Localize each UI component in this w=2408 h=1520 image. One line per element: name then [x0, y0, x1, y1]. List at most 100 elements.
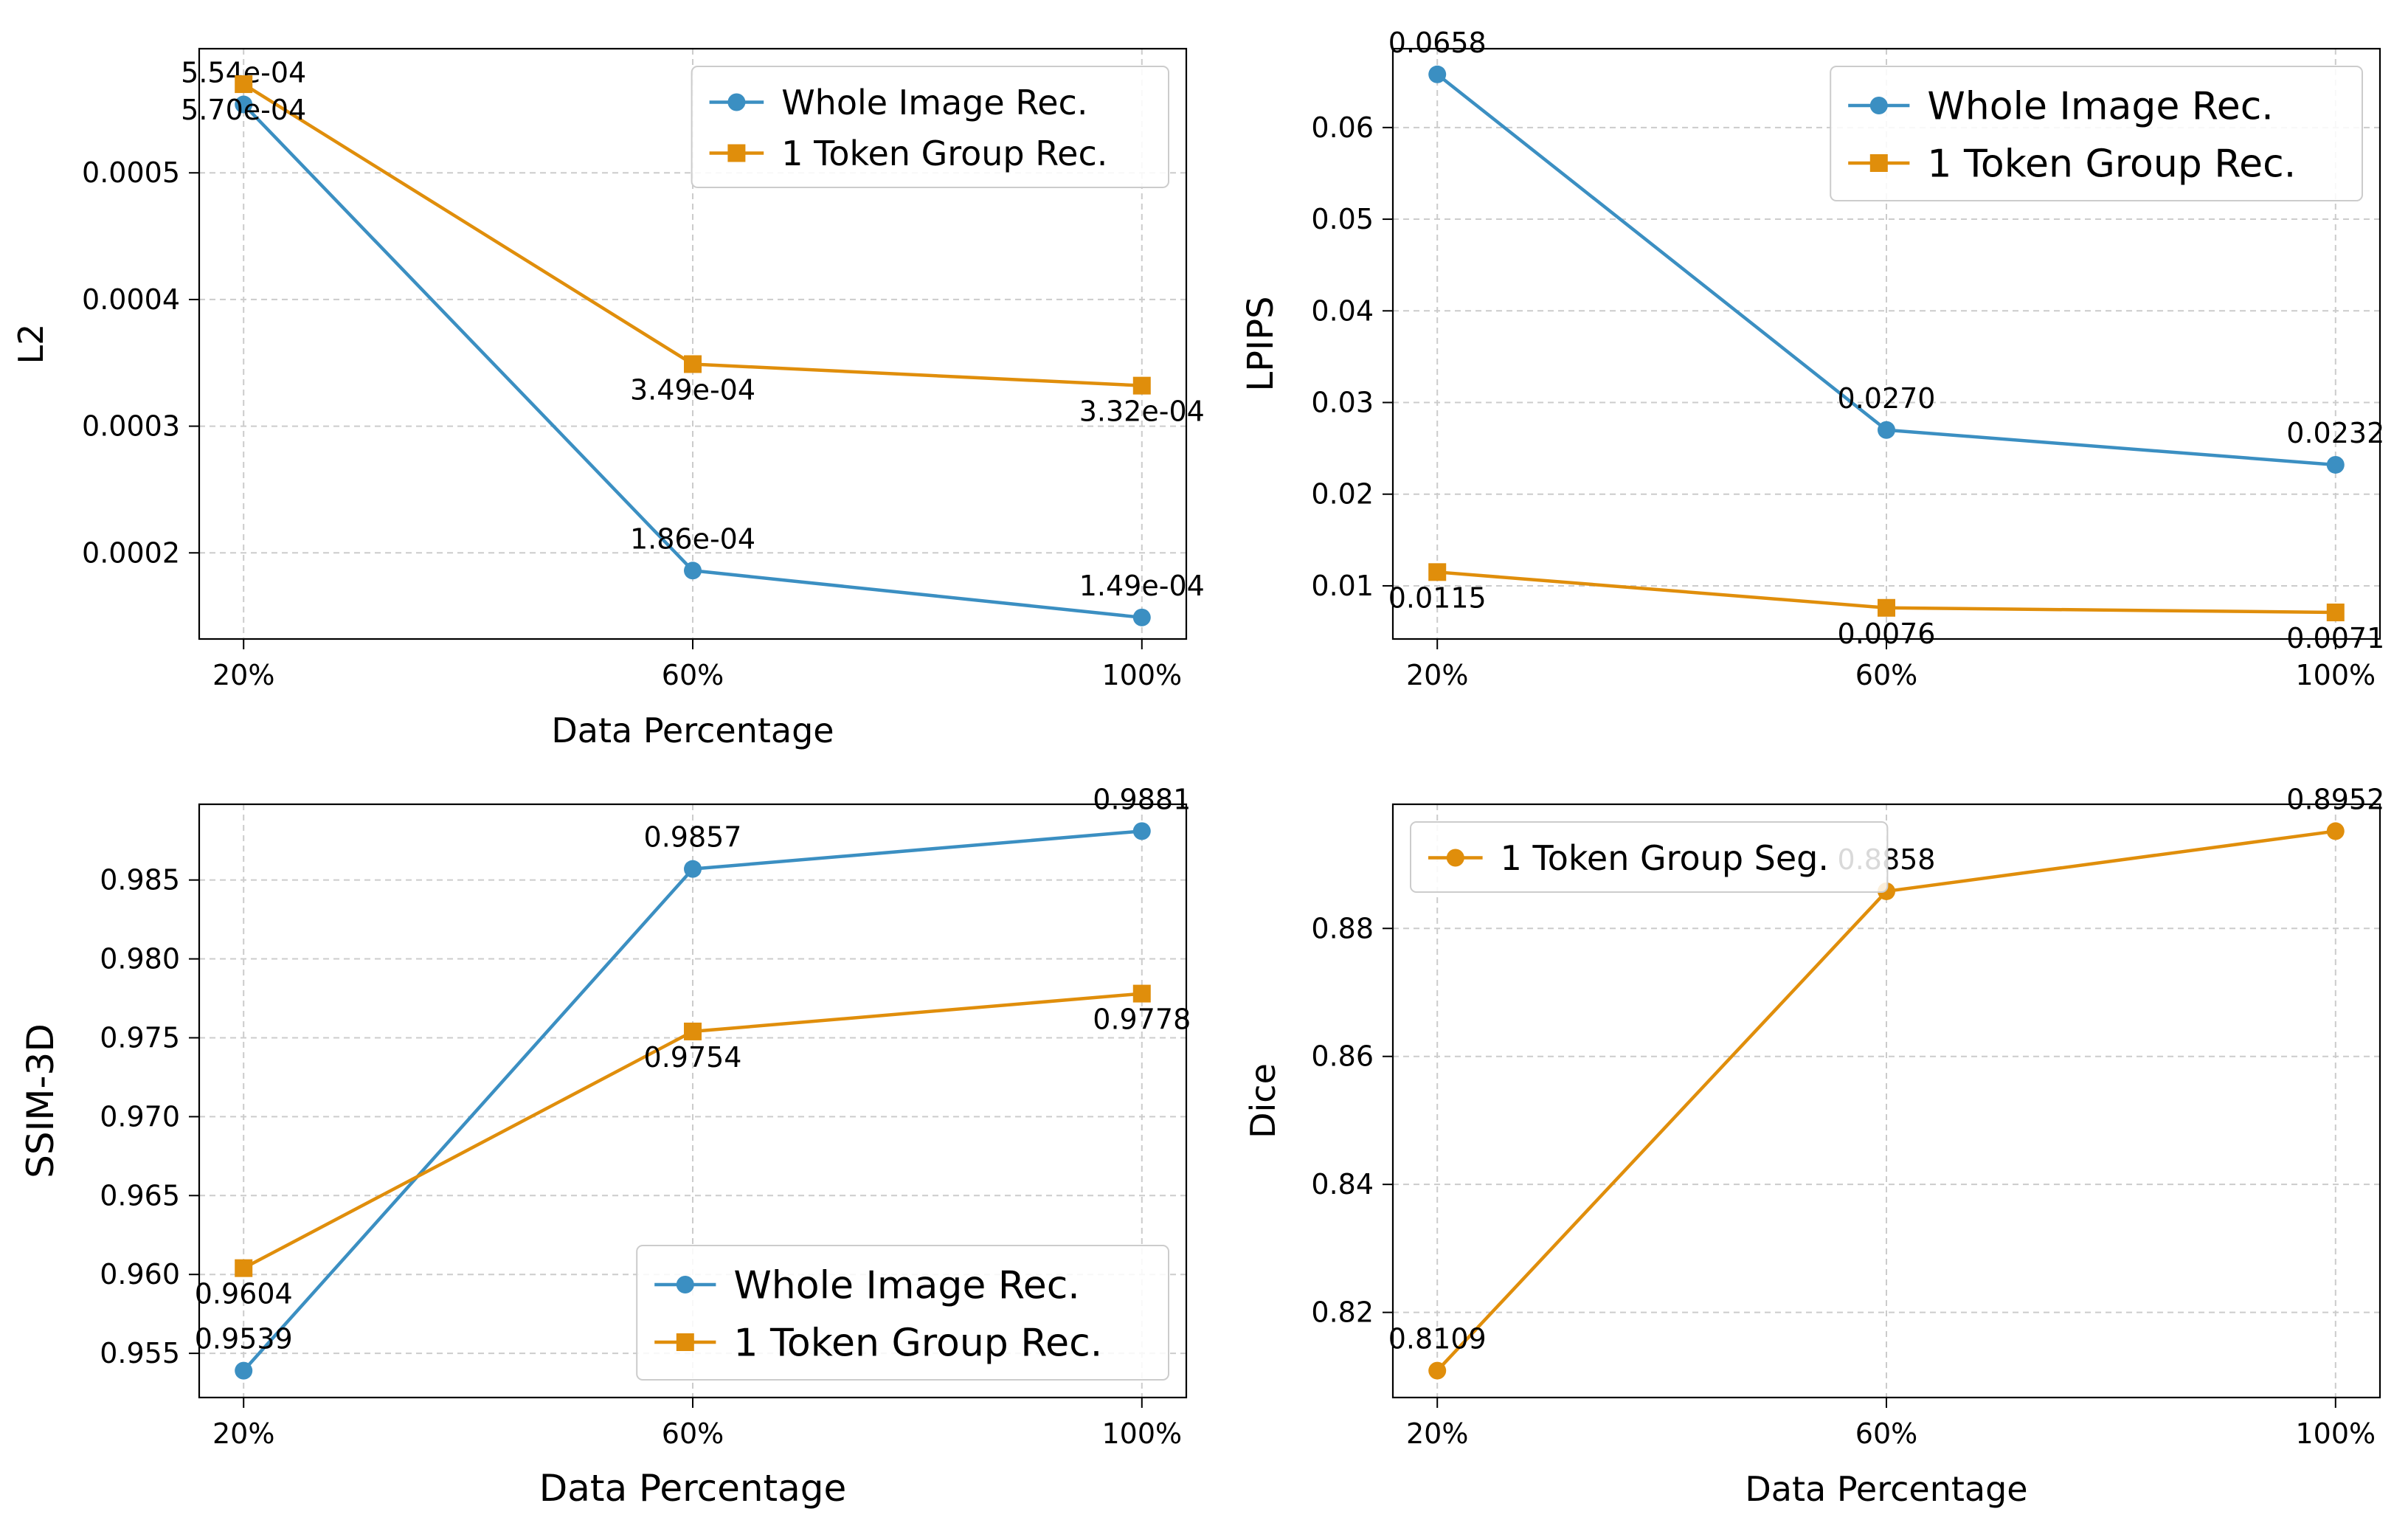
- l2-x-tick-label-1: 60%: [662, 659, 724, 691]
- ssim-y-tick-label-2: 0.965: [100, 1179, 180, 1212]
- l2-legend-label-1: 1 Token Group Rec.: [781, 134, 1107, 173]
- ssim-y-tick-label-1: 0.960: [100, 1258, 180, 1291]
- dice-point-0-2: [2326, 822, 2345, 840]
- l2-y-tick-label-1: 0.0003: [82, 410, 180, 443]
- l2-legend-marker-1: [727, 144, 746, 162]
- lpips-y-tick-label-0: 0.01: [1311, 570, 1374, 602]
- ssim-point-1-0: [235, 1259, 253, 1277]
- ssim-point-1-1: [684, 1022, 702, 1040]
- l2-point-1-0: [235, 75, 253, 94]
- dice-y-tick-label-0: 0.82: [1311, 1296, 1374, 1329]
- ssim-point-0-2: [1132, 822, 1151, 840]
- lpips-x-tick-label-1: 60%: [1855, 659, 1917, 691]
- lpips-data-label-0-2: 0.0232: [2286, 417, 2384, 449]
- dice-legend-box: [1410, 821, 1889, 893]
- lpips-point-1-0: [1428, 563, 1447, 581]
- lpips-data-label-0-0: 0.0658: [1388, 27, 1487, 59]
- ssim-point-0-1: [684, 860, 702, 878]
- ssim-y-axis-label: SSIM-3D: [19, 1023, 62, 1178]
- dice-data-label-0-2: 0.8952: [2286, 783, 2384, 815]
- ssim-x-tick-label-2: 100%: [1101, 1417, 1182, 1450]
- lpips-x-tick-label-2: 100%: [2295, 659, 2376, 691]
- ssim-panel: Data Percentage SSIM-3D 0.9539 0.9857 0.98…: [19, 783, 1191, 1510]
- ssim-y-tick-label-0: 0.955: [100, 1337, 180, 1369]
- dice-point-0-0: [1428, 1361, 1447, 1380]
- ssim-y-tick-label-5: 0.980: [100, 943, 180, 975]
- ssim-x-tick-label-1: 60%: [662, 1417, 724, 1450]
- ssim-legend-marker-0: [676, 1276, 694, 1293]
- lpips-point-1-1: [1878, 598, 1895, 617]
- lpips-x-tick-label-0: 20%: [1406, 659, 1468, 691]
- ssim-y-tick-label-3: 0.970: [100, 1100, 180, 1133]
- ssim-data-label-1-0: 0.9604: [195, 1278, 293, 1310]
- dice-y-axis-label: Dice: [1243, 1063, 1283, 1139]
- l2-x-axis-label: Data Percentage: [551, 711, 834, 750]
- ssim-data-label-1-1: 0.9754: [644, 1041, 742, 1074]
- lpips-legend-label-1: 1 Token Group Rec.: [1927, 142, 2296, 187]
- ssim-data-label-0-2: 0.9881: [1093, 783, 1191, 815]
- lpips-legend: Whole Image Rec. 1 Token Group Rec.: [1830, 66, 2363, 201]
- ssim-data-label-1-2: 0.9778: [1093, 1003, 1191, 1036]
- dice-legend-label-0: 1 Token Group Seg.: [1501, 838, 1829, 878]
- l2-y-axis-label: L2: [11, 324, 51, 365]
- l2-point-0-2: [1132, 608, 1151, 626]
- ssim-legend-label-1: 1 Token Group Rec.: [733, 1322, 1102, 1366]
- lpips-point-1-2: [2326, 603, 2345, 621]
- lpips-point-0-0: [1428, 65, 1447, 83]
- ssim-x-tick-label-0: 20%: [212, 1417, 274, 1450]
- l2-point-1-2: [1132, 376, 1151, 395]
- ssim-data-label-0-0: 0.9539: [195, 1323, 293, 1355]
- lpips-legend-marker-0: [1869, 97, 1888, 114]
- ssim-legend-box: [636, 1245, 1169, 1381]
- dice-x-tick-label-1: 60%: [1855, 1417, 1917, 1450]
- lpips-y-tick-label-5: 0.06: [1311, 111, 1374, 144]
- l2-panel: Data Percentage L2 5.54e-041.86e-041.49e…: [11, 47, 1205, 750]
- l2-legend-marker-0: [727, 93, 746, 111]
- ssim-legend: Whole Image Rec. 1 Token Group Rec.: [636, 1245, 1169, 1381]
- lpips-legend-label-0: Whole Image Rec.: [1927, 85, 2273, 129]
- lpips-legend-marker-1: [1869, 154, 1888, 172]
- dice-data-label-0-0: 0.8109: [1388, 1323, 1487, 1355]
- l2-y-tick-label-3: 0.0005: [82, 156, 180, 189]
- l2-x-tick-label-2: 100%: [1101, 659, 1182, 691]
- l2-point-1-1: [684, 355, 702, 373]
- ssim-data-label-0-1: 0.9857: [644, 821, 742, 854]
- l2-x-tick-label-0: 20%: [212, 659, 274, 691]
- l2-y-tick-label-2: 0.0004: [82, 283, 180, 316]
- l2-data-label-0-1: 1.86e-04: [630, 522, 755, 555]
- ssim-y-tick-label-6: 0.985: [100, 864, 180, 897]
- dice-x-axis-label: Data Percentage: [1745, 1469, 2027, 1509]
- lpips-y-tick-label-1: 0.02: [1311, 478, 1374, 511]
- l2-point-0-1: [684, 562, 702, 580]
- lpips-point-0-1: [1878, 421, 1895, 439]
- dice-y-tick-label-1: 0.84: [1311, 1168, 1374, 1201]
- l2-data-label-0-2: 1.49e-04: [1079, 570, 1205, 602]
- ssim-point-0-0: [235, 1361, 253, 1380]
- dice-x-tick-label-2: 100%: [2295, 1417, 2376, 1450]
- ssim-y-tick-label-4: 0.975: [100, 1021, 180, 1054]
- lpips-y-axis-label: LPIPS: [1240, 296, 1281, 391]
- l2-legend-box: [691, 66, 1169, 188]
- l2-point-0-0: [235, 95, 253, 114]
- ssim-x-axis-label: Data Percentage: [539, 1467, 847, 1510]
- l2-data-label-1-0: 5.70e-04: [181, 94, 306, 126]
- ssim-legend-label-0: Whole Image Rec.: [733, 1264, 1079, 1308]
- lpips-data-label-1-0: 0.0115: [1388, 581, 1487, 614]
- ssim-legend-marker-1: [676, 1333, 694, 1351]
- dice-y-tick-label-3: 0.88: [1311, 912, 1374, 944]
- lpips-y-tick-label-2: 0.03: [1311, 387, 1374, 419]
- lpips-y-tick-label-3: 0.04: [1311, 294, 1374, 327]
- lpips-data-label-0-1: 0.0270: [1838, 382, 1936, 415]
- ssim-point-1-2: [1132, 984, 1151, 1003]
- l2-data-label-1-2: 3.32e-04: [1079, 395, 1205, 428]
- l2-data-label-1-1: 3.49e-04: [630, 373, 755, 406]
- dice-y-tick-label-2: 0.86: [1311, 1040, 1374, 1073]
- dice-x-tick-label-0: 20%: [1406, 1417, 1468, 1450]
- l2-legend: Whole Image Rec. 1 Token Group Rec.: [691, 66, 1169, 188]
- dice-legend: 1 Token Group Seg.: [1410, 821, 1889, 893]
- lpips-point-0-2: [2326, 455, 2345, 474]
- lpips-legend-box: [1830, 66, 2363, 201]
